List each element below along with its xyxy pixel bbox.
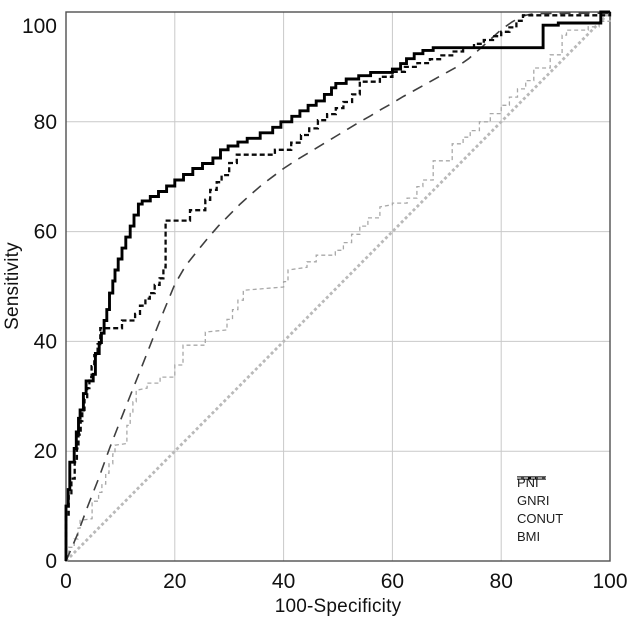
series-line-pni [64,10,610,561]
legend-row-conut: CONUT [516,477,564,527]
x-tick-label-20: 20 [163,570,186,593]
y-tick-label-60: 60 [34,221,57,244]
x-axis-title: 100-Specificity [274,596,402,617]
y-tick-label-0: 0 [45,550,57,573]
x-tick-label-0: 0 [60,570,72,593]
y-tick-label-80: 80 [34,111,57,134]
legend: PNI GNRI CONUT BMI [516,473,563,545]
legend-line-sample-bmi [517,477,546,479]
legend-label-gnri: GNRI [517,492,550,508]
y-tick-label-20: 20 [34,440,57,463]
legend-label-bmi: BMI [517,528,541,544]
y-tick-label-40: 40 [34,330,57,353]
x-tick-label-60: 60 [381,570,404,593]
legend-row-gnri: GNRI [516,476,563,509]
plot-border [65,11,611,562]
x-tick-label-40: 40 [272,570,295,593]
x-tick-label-100: 100 [592,570,627,593]
series-line-bmi [65,12,611,562]
x-tick-label-80: 80 [490,570,513,593]
legend-row-bmi: BMI [516,477,563,545]
series-line-reference [65,11,611,562]
y-axis-title: Sensitivity [2,242,23,330]
y-tick-label-100: 100 [22,15,57,38]
legend-label-conut: CONUT [517,510,564,526]
